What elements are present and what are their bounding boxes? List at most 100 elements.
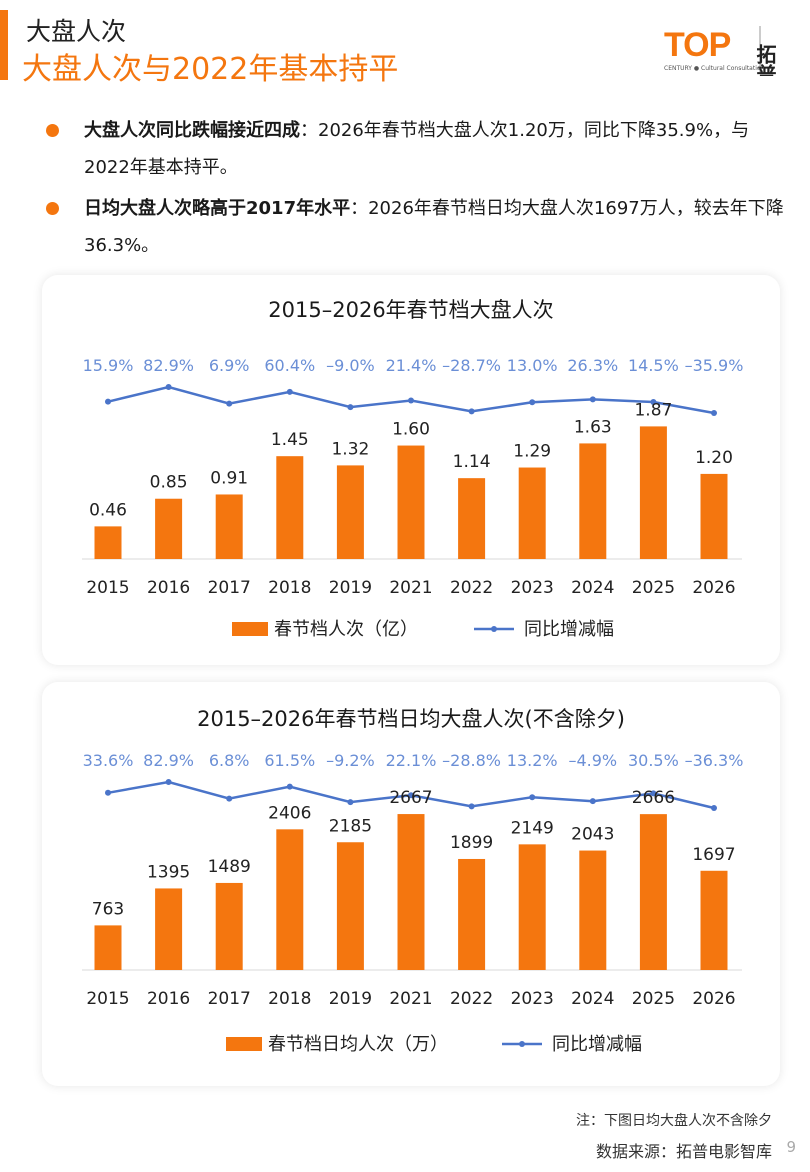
legend-bar-label: 春节档人次（亿） (274, 619, 418, 640)
x-tick-label: 2015 (86, 578, 129, 598)
chart-card-daily: 2015–2026年春节档日均大盘人次(不含除夕) 33.6% 82.9% 6.8% 6… (42, 682, 780, 1086)
x-tick-label: 2015 (86, 989, 129, 1009)
yoy-point (529, 794, 536, 801)
bar (94, 526, 122, 559)
yoy-label: 22.1% (386, 751, 437, 770)
x-tick-label: 2022 (450, 989, 493, 1009)
bar-value-label: 1.63 (574, 417, 612, 437)
x-tick-label: 2022 (450, 578, 493, 598)
bar-value-label: 2149 (511, 818, 554, 838)
bar (579, 850, 607, 970)
legend-bar-swatch (226, 1037, 262, 1051)
x-tick-label: 2017 (208, 989, 251, 1009)
yoy-point (529, 399, 536, 406)
bar-value-label: 0.46 (89, 500, 127, 520)
bar (94, 925, 122, 970)
yoy-label: –9.0% (326, 356, 375, 375)
bar-value-label: 1.20 (695, 448, 733, 468)
bar (276, 456, 304, 559)
bar (215, 494, 243, 559)
yoy-point (226, 400, 233, 407)
yoy-point (589, 798, 596, 805)
chart-total-admissions: 2015–2026年春节档大盘人次 15.9% 82.9% 6.9% 60.4% –9.0… (82, 298, 744, 640)
x-tick-label: 2024 (571, 989, 614, 1009)
yoy-label: 13.0% (507, 356, 558, 375)
bar (397, 445, 425, 559)
yoy-point (650, 398, 657, 405)
x-tick-label: 2023 (511, 989, 554, 1009)
x-tick-label: 2021 (389, 578, 432, 598)
bar (336, 842, 364, 970)
yoy-point (286, 388, 293, 395)
yoy-label: 26.3% (567, 356, 618, 375)
yoy-label: 82.9% (143, 356, 194, 375)
bullet-bold: 大盘人次同比跌幅接近四成 (84, 120, 300, 141)
x-tick-label: 2024 (571, 578, 614, 598)
x-tick-label: 2017 (208, 578, 251, 598)
yoy-label: 13.2% (507, 751, 558, 770)
bar (215, 882, 243, 970)
bar-value-label: 1697 (692, 845, 735, 865)
logo-text: TOP (664, 26, 731, 64)
bar (458, 858, 486, 970)
data-source: 数据来源：拓普电影智库 (595, 1142, 772, 1161)
x-tick-label: 2018 (268, 578, 311, 598)
yoy-label: 60.4% (264, 356, 315, 375)
yoy-label: 82.9% (143, 751, 194, 770)
yoy-point (165, 779, 172, 785)
legend-line-label: 同比增减幅 (524, 619, 614, 640)
yoy-label: –28.8% (442, 751, 501, 770)
bar (639, 814, 667, 970)
legend-line-dot (519, 1041, 525, 1047)
bar (155, 498, 183, 559)
bar-value-label: 2667 (389, 788, 432, 808)
yoy-point (711, 805, 717, 811)
yoy-label: 30.5% (628, 751, 679, 770)
yoy-point (226, 795, 233, 802)
yoy-label: 15.9% (83, 356, 134, 375)
yoy-label: –36.3% (685, 751, 744, 770)
bullet-bold: 日均大盘人次略高于2017年水平 (84, 198, 351, 219)
yoy-label: –9.2% (326, 751, 375, 770)
bullet-list: 大盘人次同比跌幅接近四成：2026年春节档大盘人次1.20万，同比下降35.9%… (46, 112, 786, 268)
chart-daily-admissions: 2015–2026年春节档日均大盘人次(不含除夕) 33.6% 82.9% 6.8% 6… (82, 707, 744, 1055)
yoy-label: 6.8% (209, 751, 250, 770)
legend-bar-label: 春节档日均人次（万） (268, 1034, 448, 1055)
bar-value-label: 1899 (450, 833, 493, 853)
accent-bar (0, 10, 8, 80)
bar-value-label: 1.32 (331, 439, 369, 459)
yoy-label: –35.9% (685, 356, 744, 375)
bar (518, 844, 546, 970)
bar (700, 870, 728, 970)
yoy-point (347, 799, 354, 806)
yoy-point (105, 398, 111, 405)
legend-line-dot (491, 626, 497, 632)
bullet-dot-icon (46, 202, 59, 215)
bar-value-label: 1489 (208, 857, 251, 877)
legend-line-label: 同比增减幅 (552, 1034, 642, 1055)
legend-bar-swatch (232, 622, 268, 636)
x-tick-label: 2026 (692, 578, 735, 598)
bar (700, 473, 728, 559)
x-tick-label: 2023 (511, 578, 554, 598)
page-title: 大盘人次与2022年基本持平 (22, 52, 399, 87)
bar-value-label: 2666 (632, 788, 675, 808)
bar (639, 426, 667, 559)
yoy-label: –28.7% (442, 356, 501, 375)
yoy-label: 21.4% (386, 356, 437, 375)
bar (397, 814, 425, 970)
bullet-item: 大盘人次同比跌幅接近四成：2026年春节档大盘人次1.20万，同比下降35.9%… (46, 112, 786, 186)
bar-value-label: 2043 (571, 825, 614, 845)
bar-value-label: 1.29 (513, 442, 551, 462)
bar-value-label: 2406 (268, 803, 311, 823)
yoy-label: 33.6% (83, 751, 134, 770)
logo-sub: CENTURY ● Cultural Consultation (664, 65, 765, 72)
x-tick-label: 2019 (329, 578, 372, 598)
x-tick-label: 2019 (329, 989, 372, 1009)
x-tick-label: 2026 (692, 989, 735, 1009)
yoy-point (468, 408, 475, 415)
yoy-point (408, 792, 414, 799)
bar-value-label: 1.60 (392, 420, 430, 440)
yoy-label: 61.5% (264, 751, 315, 770)
yoy-point (650, 790, 657, 797)
